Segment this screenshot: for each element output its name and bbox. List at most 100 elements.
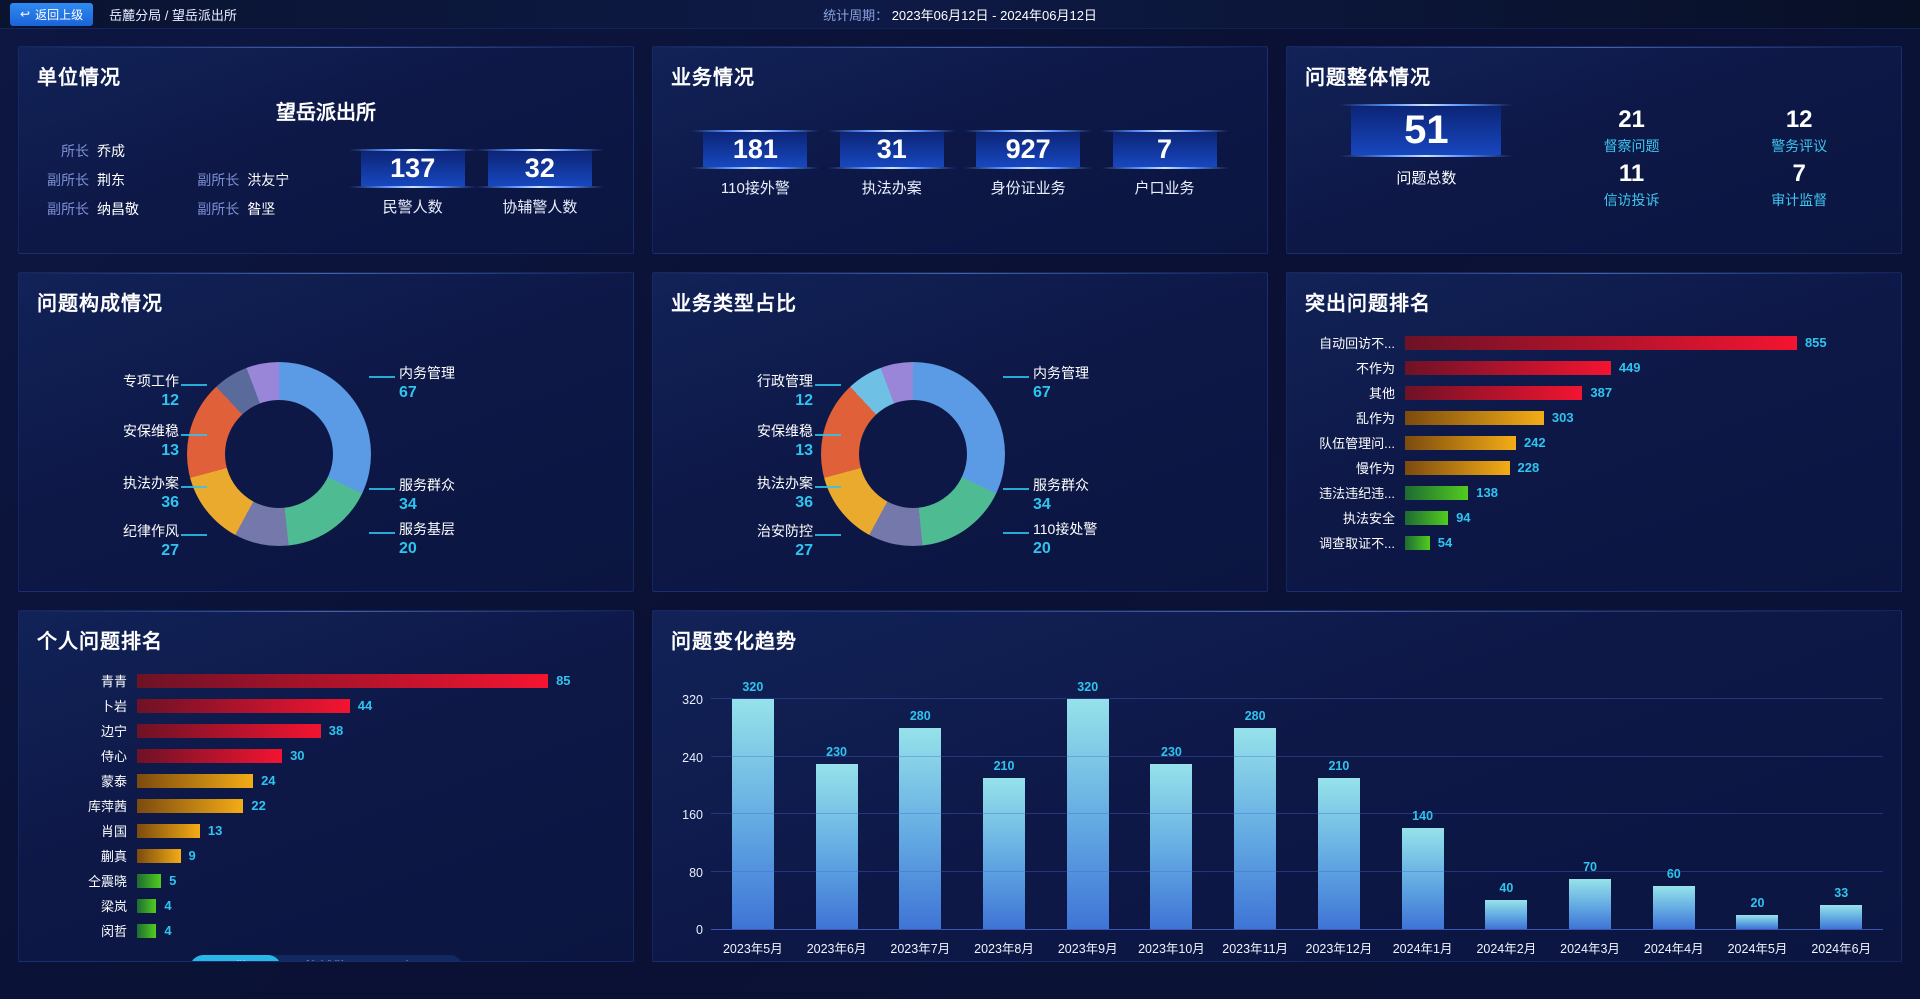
stat-block: 7 户口业务 xyxy=(1100,130,1229,198)
bar-category-label: 执法安全 xyxy=(1342,511,1395,526)
trend-plot: 320 230 280 210 320 230 280 210 140 40 70 60 20 33 xyxy=(711,670,1883,930)
gridline xyxy=(711,870,1883,872)
stat-label: 信访投诉 xyxy=(1603,192,1660,208)
leader-spacer xyxy=(187,141,337,161)
pie-label-value: 27 xyxy=(795,542,813,559)
leader-item: 副所长 洪友宁 xyxy=(187,170,337,190)
bar-row: 卜岩 44 xyxy=(37,693,615,718)
overview-stat: 12 警务评议 xyxy=(1715,106,1883,156)
pie-label-name: 服务群众 xyxy=(399,477,455,493)
bar-category-label: 肖国 xyxy=(100,824,127,839)
stat-value: 21 xyxy=(1618,106,1645,133)
bar-value-label: 230 xyxy=(1161,744,1182,759)
leader-item: 副所长 纳昌敬 xyxy=(37,199,187,219)
y-tick-label: 320 xyxy=(682,693,703,707)
donut-ring xyxy=(821,362,1005,546)
pie-label-value: 34 xyxy=(1033,496,1051,513)
bar-category-label: 边宁 xyxy=(100,724,127,739)
stat-value: 181 xyxy=(732,134,778,164)
stat-value: 31 xyxy=(876,134,907,164)
bar-area: 44 xyxy=(137,698,615,713)
bar-row: 肖国 13 xyxy=(37,818,615,843)
bar-area: 38 xyxy=(137,723,615,738)
bar xyxy=(1405,335,1797,350)
stat-label: 警务评议 xyxy=(1771,138,1828,154)
bar-row: 违法违纪违... 138 xyxy=(1305,480,1883,505)
pie-label-value: 67 xyxy=(399,384,417,401)
tab-领导[interactable]: 领导 xyxy=(372,955,463,961)
back-arrow-icon: ↩ xyxy=(20,7,31,21)
pie-label: 行政管理 12 xyxy=(671,372,813,410)
top-bar: ↩ 返回上级 岳麓分局 / 望岳派出所 统计周期： 2023年06月12日 - … xyxy=(0,0,1920,28)
pie-label-name: 服务群众 xyxy=(1033,477,1089,493)
bar-value-label: 40 xyxy=(1499,881,1514,896)
pie-label-value: 36 xyxy=(795,494,813,511)
x-tick-label: 2023年5月 xyxy=(722,942,783,956)
unit-stats: 137 民警人数 32 协辅警人数 xyxy=(338,141,615,219)
panel-title: 业务情况 xyxy=(671,67,755,89)
bar xyxy=(137,748,283,763)
pie-label: 内务管理 67 xyxy=(1033,364,1213,402)
panel-title: 问题整体情况 xyxy=(1305,67,1431,89)
bar-area: 449 xyxy=(1405,360,1883,375)
bar xyxy=(1405,510,1449,525)
bar-category-label: 蒙泰 xyxy=(100,774,127,789)
leader-name: 荆东 xyxy=(97,172,125,188)
bar xyxy=(899,727,942,929)
bar-value-label: 449 xyxy=(1618,360,1641,375)
stat-value: 7 xyxy=(1792,160,1806,187)
pie-callout-line xyxy=(369,532,395,534)
trend-x-axis: 2023年5月 2023年6月 2023年7月 2023年8月 2023年9月 2023年… xyxy=(711,930,1883,957)
tab-协辅警[interactable]: 协辅警 xyxy=(281,955,372,961)
bar-category-label: 违法违纪违... xyxy=(1319,486,1395,501)
tab-民警[interactable]: 民警 xyxy=(189,955,281,961)
bar-area: 30 xyxy=(137,748,615,763)
problem-overview-stats: 21 督察问题 12 警务评议 11 信访投诉 7 审计监督 xyxy=(1548,106,1883,210)
bar-value-label: 13 xyxy=(207,823,223,838)
stat-plate: 7 xyxy=(1100,130,1229,169)
pie-label: 安保维稳 13 xyxy=(671,422,813,460)
leader-role: 副所长 xyxy=(47,201,89,217)
bar-category-label: 仝震晓 xyxy=(87,874,127,889)
bar xyxy=(137,873,162,888)
stat-plate: 31 xyxy=(827,130,956,169)
stat-block: 181 110接外警 xyxy=(691,130,820,198)
panel-title: 突出问题排名 xyxy=(1305,293,1431,315)
bar-group: 210 xyxy=(1297,670,1381,929)
bar-category-label: 库萍茜 xyxy=(87,799,127,814)
trend-y-axis: 0 80 160 240 320 xyxy=(671,670,711,937)
x-tick-label: 2023年7月 xyxy=(890,942,951,956)
bar xyxy=(137,673,549,688)
stat-plate: 181 xyxy=(691,130,820,169)
bar-category-label: 队伍管理问... xyxy=(1319,436,1395,451)
bar xyxy=(1736,914,1779,929)
bar xyxy=(137,923,157,938)
bar-value-label: 320 xyxy=(1077,680,1099,694)
bar-value-label: 94 xyxy=(1456,510,1471,525)
x-tick-label: 2024年5月 xyxy=(1727,942,1788,956)
x-tick-label: 2024年1月 xyxy=(1392,942,1453,956)
pie-callout-line xyxy=(1003,488,1029,490)
leader-role: 所长 xyxy=(61,143,89,159)
bar-value-label: 320 xyxy=(742,680,764,694)
back-button[interactable]: ↩ 返回上级 xyxy=(10,2,94,26)
stat-label: 户口业务 xyxy=(1134,180,1195,197)
bar xyxy=(137,898,157,913)
bar-area: 4 xyxy=(137,898,615,913)
donut-ring xyxy=(187,362,371,546)
bar-category-label: 侍心 xyxy=(100,749,127,764)
bar-value-label: 38 xyxy=(328,723,344,738)
dashboard-grid: 单位情况 望岳派出所 所长 乔成 副所长 荆东 副所长 洪友宁 副所长 纳昌敬 副所长 昝坚 13… xyxy=(0,28,1920,980)
bar xyxy=(1405,385,1583,400)
stat-label: 督察问题 xyxy=(1603,138,1660,154)
stat-label: 审计监督 xyxy=(1771,192,1828,208)
stat-label: 身份证业务 xyxy=(990,180,1066,197)
leader-item: 所长 乔成 xyxy=(37,141,187,161)
bar-area: 85 xyxy=(137,673,615,688)
bar-row: 侍心 30 xyxy=(37,743,615,768)
pie-label: 治安防控 27 xyxy=(671,522,813,560)
overview-stat: 11 信访投诉 xyxy=(1548,160,1716,210)
pie-label-value: 36 xyxy=(161,494,179,511)
pie-label-name: 专项工作 xyxy=(123,373,179,389)
bar-value-label: 4 xyxy=(164,898,172,913)
